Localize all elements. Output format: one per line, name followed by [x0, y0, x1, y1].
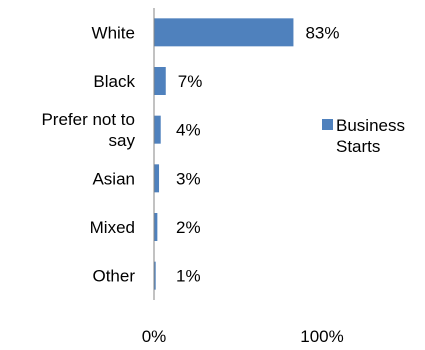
data-label-asian: 3%: [176, 169, 201, 188]
bar-prefer-not-to-say: [154, 115, 161, 144]
category-label-prefer-not-to-say: Prefer not to say: [41, 110, 135, 150]
data-label-mixed: 2%: [176, 218, 201, 237]
x-tick-label-0: 0%: [142, 327, 167, 346]
category-label-mixed: Mixed: [90, 218, 135, 237]
category-label-asian: Asian: [92, 169, 135, 188]
bar-other: [154, 261, 156, 290]
x-tick-labels-group: 0% 100%: [142, 327, 344, 346]
category-label-black: Black: [93, 72, 135, 91]
data-label-black: 7%: [178, 72, 203, 91]
data-labels-group: 83% 7% 4% 3% 2% 1%: [176, 23, 339, 285]
category-labels-group: White Black Prefer not to say Asian Mixed Othe…: [41, 23, 135, 285]
category-label-white: White: [92, 23, 135, 42]
bar-mixed: [154, 213, 158, 241]
data-label-other: 1%: [176, 267, 201, 286]
legend-swatch: [322, 119, 333, 130]
data-label-white: 83%: [305, 23, 339, 42]
x-tick-label-100: 100%: [300, 327, 343, 346]
legend: Business Starts: [322, 116, 405, 156]
bar-black: [154, 67, 166, 95]
bar-white: [154, 18, 294, 47]
data-label-prefer-not-to-say: 4%: [176, 121, 201, 140]
bar-asian: [154, 164, 160, 193]
category-label-other: Other: [92, 267, 135, 286]
bars-group: [154, 18, 294, 290]
legend-label: Business Starts: [336, 116, 405, 156]
